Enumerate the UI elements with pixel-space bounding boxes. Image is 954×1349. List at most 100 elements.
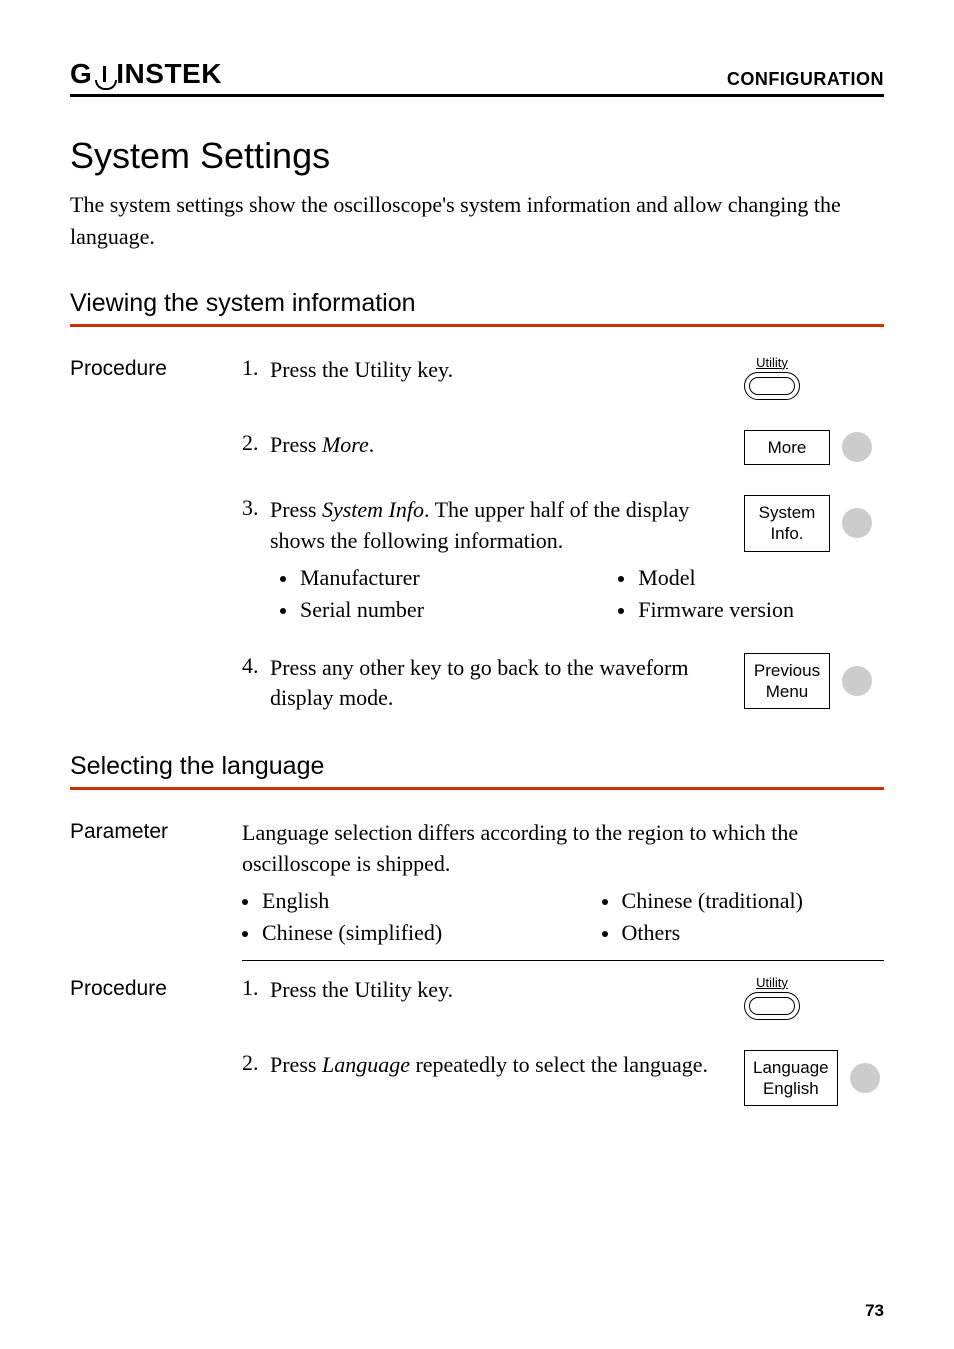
step-2b: 2. Press Language repeatedly to select t… xyxy=(242,1050,884,1107)
step-graphic: Language English xyxy=(744,1050,884,1107)
bullet-text: English xyxy=(262,888,329,914)
parameter-content: Language selection differs according to … xyxy=(242,818,884,952)
bullet-others: Others xyxy=(602,920,884,946)
bullet-icon xyxy=(618,608,624,614)
step-graphic: Utility xyxy=(744,355,884,400)
section-heading-viewing: Viewing the system information xyxy=(70,289,884,327)
step-number: 2. xyxy=(242,1050,270,1076)
parameter-text: Language selection differs according to … xyxy=(242,818,884,880)
bullet-icon xyxy=(242,899,248,905)
bullet-chinese-traditional: Chinese (traditional) xyxy=(602,888,884,914)
page-number: 73 xyxy=(865,1301,884,1321)
step-number: 1. xyxy=(242,355,270,381)
softkey-line2: Info. xyxy=(770,524,803,543)
softkey-more: More xyxy=(744,430,830,465)
procedure-block-2: Procedure 1. Press the Utility key. Util… xyxy=(70,975,884,1107)
step-1b: 1. Press the Utility key. Utility xyxy=(242,975,884,1020)
bullet-serial: Serial number xyxy=(280,597,618,623)
bullet-text: Others xyxy=(622,920,681,946)
softkey-line1: System xyxy=(759,503,816,522)
bullet-english: English xyxy=(242,888,602,914)
utility-key-label: Utility xyxy=(756,355,788,370)
round-button-icon xyxy=(842,508,872,538)
step-3: 3. Press System Info. The upper half of … xyxy=(242,495,884,557)
step-text-italic: System Info xyxy=(322,497,424,522)
parameter-block: Parameter Language selection differs acc… xyxy=(70,818,884,952)
step-4: 4. Press any other key to go back to the… xyxy=(242,653,884,715)
step-2: 2. Press More. More xyxy=(242,430,884,465)
bullet-text: Model xyxy=(638,565,695,591)
procedure-label: Procedure xyxy=(70,975,242,1001)
procedure-steps-1: 1. Press the Utility key. Utility 2. Pre… xyxy=(242,355,884,744)
page-title: System Settings xyxy=(70,135,884,177)
step-text-post: . xyxy=(369,432,375,457)
step-text-post: repeatedly to select the language. xyxy=(410,1052,708,1077)
bullet-text: Manufacturer xyxy=(300,565,420,591)
parameter-label: Parameter xyxy=(70,818,242,844)
softkey-system-info: System Info. xyxy=(744,495,830,552)
softkey-line1: Language xyxy=(753,1058,829,1077)
bullet-text: Serial number xyxy=(300,597,424,623)
round-button-icon xyxy=(842,666,872,696)
utility-key-icon: Utility xyxy=(744,975,800,1020)
bullet-icon xyxy=(602,899,608,905)
section-heading-language: Selecting the language xyxy=(70,752,884,790)
bullet-icon xyxy=(280,576,286,582)
language-bullets: English Chinese (simplified) Chinese (tr… xyxy=(242,888,884,952)
header-section-label: CONFIGURATION xyxy=(727,69,884,90)
step-number: 1. xyxy=(242,975,270,1001)
step-number: 3. xyxy=(242,495,270,521)
intro-paragraph: The system settings show the oscilloscop… xyxy=(70,189,884,253)
round-button-icon xyxy=(842,432,872,462)
brand-logo: G INSTEK xyxy=(70,58,222,90)
step-number: 4. xyxy=(242,653,270,679)
step-text: Press More. xyxy=(270,430,744,461)
step-text-italic: More xyxy=(322,432,369,457)
bullet-icon xyxy=(242,931,248,937)
step-text-pre: Press xyxy=(270,432,322,457)
procedure-block-1: Procedure 1. Press the Utility key. Util… xyxy=(70,355,884,744)
logo-text-left: G xyxy=(70,58,92,90)
bullet-model: Model xyxy=(618,565,884,591)
logo-text-right: INSTEK xyxy=(116,58,222,90)
utility-key-label: Utility xyxy=(756,975,788,990)
hardware-key-icon xyxy=(744,372,800,400)
step-graphic: System Info. xyxy=(744,495,884,552)
procedure-label: Procedure xyxy=(70,355,242,381)
step-text: Press any other key to go back to the wa… xyxy=(270,653,744,715)
bullet-firmware: Firmware version xyxy=(618,597,884,623)
logo-antenna-icon xyxy=(93,64,115,90)
bullet-manufacturer: Manufacturer xyxy=(280,565,618,591)
step-text: Press the Utility key. xyxy=(270,355,744,386)
bullet-text: Chinese (simplified) xyxy=(262,920,442,946)
softkey-language: Language English xyxy=(744,1050,838,1107)
bullet-chinese-simplified: Chinese (simplified) xyxy=(242,920,602,946)
step-graphic: Utility xyxy=(744,975,884,1020)
bullet-text: Firmware version xyxy=(638,597,794,623)
bullet-icon xyxy=(602,931,608,937)
step-graphic: More xyxy=(744,430,884,465)
utility-key-icon: Utility xyxy=(744,355,800,400)
round-button-icon xyxy=(850,1063,880,1093)
step-text: Press the Utility key. xyxy=(270,975,744,1006)
bullet-icon xyxy=(618,576,624,582)
step-graphic: Previous Menu xyxy=(744,653,884,710)
procedure-steps-2: 1. Press the Utility key. Utility 2. Pre… xyxy=(242,975,884,1107)
step-text-pre: Press xyxy=(270,1052,322,1077)
softkey-line1: Previous xyxy=(754,661,820,680)
step-text-italic: Language xyxy=(322,1052,410,1077)
softkey-previous-menu: Previous Menu xyxy=(744,653,830,710)
parameter-divider xyxy=(242,960,884,961)
step-text-pre: Press xyxy=(270,497,322,522)
softkey-line2: English xyxy=(763,1079,819,1098)
softkey-line2: Menu xyxy=(766,682,809,701)
bullet-text: Chinese (traditional) xyxy=(622,888,803,914)
hardware-key-icon xyxy=(744,992,800,1020)
page-header: G INSTEK CONFIGURATION xyxy=(70,58,884,97)
system-info-bullets: Manufacturer Serial number Model Firmwar… xyxy=(242,565,884,629)
bullet-icon xyxy=(280,608,286,614)
step-1: 1. Press the Utility key. Utility xyxy=(242,355,884,400)
step-text: Press Language repeatedly to select the … xyxy=(270,1050,744,1081)
step-text: Press System Info. The upper half of the… xyxy=(270,495,744,557)
step-number: 2. xyxy=(242,430,270,456)
